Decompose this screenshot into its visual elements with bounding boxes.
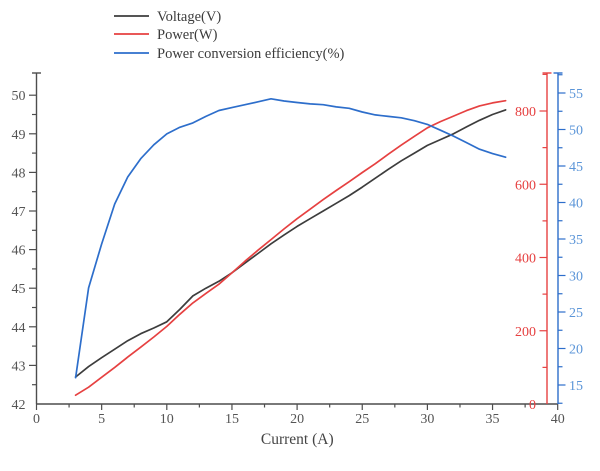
tick-label: 55	[569, 87, 583, 102]
x-axis: 0 5 10 15 20 25 30 35 40 Current (A)	[33, 403, 565, 448]
y-axis-voltage: 42 43 44 45 46 47 48 49 50	[12, 72, 41, 413]
tick-label: 50	[12, 89, 26, 104]
tick-label: 5	[98, 412, 105, 427]
tick-label: 42	[12, 398, 26, 413]
legend-item: Voltage(V)	[114, 9, 221, 25]
tick-label: 10	[160, 412, 174, 427]
tick-label: 45	[569, 160, 583, 175]
tick-label: 200	[515, 325, 536, 340]
tick-label: 40	[551, 412, 565, 427]
tick-label: 40	[569, 197, 583, 212]
legend-item: Power conversion efficiency(%)	[114, 46, 345, 62]
tick-label: 46	[12, 244, 26, 259]
tick-label: 800	[515, 105, 536, 120]
tick-label: 35	[486, 412, 500, 427]
tick-label: 400	[515, 252, 536, 267]
legend-label: Power(W)	[157, 27, 218, 43]
series-line-efficiency	[74, 97, 507, 379]
x-axis-title: Current (A)	[261, 431, 334, 448]
tick-label: 30	[420, 412, 434, 427]
tick-label: 0	[33, 412, 40, 427]
tick-label: 25	[355, 412, 369, 427]
tick-label: 15	[569, 379, 583, 394]
tick-label: 20	[569, 343, 583, 358]
tick-label: 15	[225, 412, 239, 427]
tick-label: 45	[12, 282, 26, 297]
tick-label: 25	[569, 306, 583, 321]
tick-label: 35	[569, 233, 583, 248]
tick-label: 49	[12, 128, 26, 143]
series-line-voltage	[74, 109, 507, 378]
y-axis-efficiency: 15 20 25 30 35 40 45 50 55	[553, 72, 583, 404]
legend-label: Voltage(V)	[157, 9, 221, 25]
legend: Voltage(V) Power(W) Power conversion effic…	[114, 9, 345, 62]
tick-label: 50	[569, 124, 583, 139]
tick-label: 43	[12, 359, 26, 374]
tick-label: 0	[529, 398, 536, 413]
legend-label: Power conversion efficiency(%)	[157, 46, 345, 62]
tick-label: 44	[12, 321, 26, 336]
tick-label: 48	[12, 166, 26, 181]
tick-label: 30	[569, 270, 583, 285]
tick-label: 20	[290, 412, 304, 427]
tick-label: 47	[12, 205, 26, 220]
series-line-power	[74, 99, 507, 397]
legend-item: Power(W)	[114, 27, 218, 43]
y-axis-power: 0 200 400 600 800	[515, 72, 552, 413]
tick-label: 600	[515, 178, 536, 193]
